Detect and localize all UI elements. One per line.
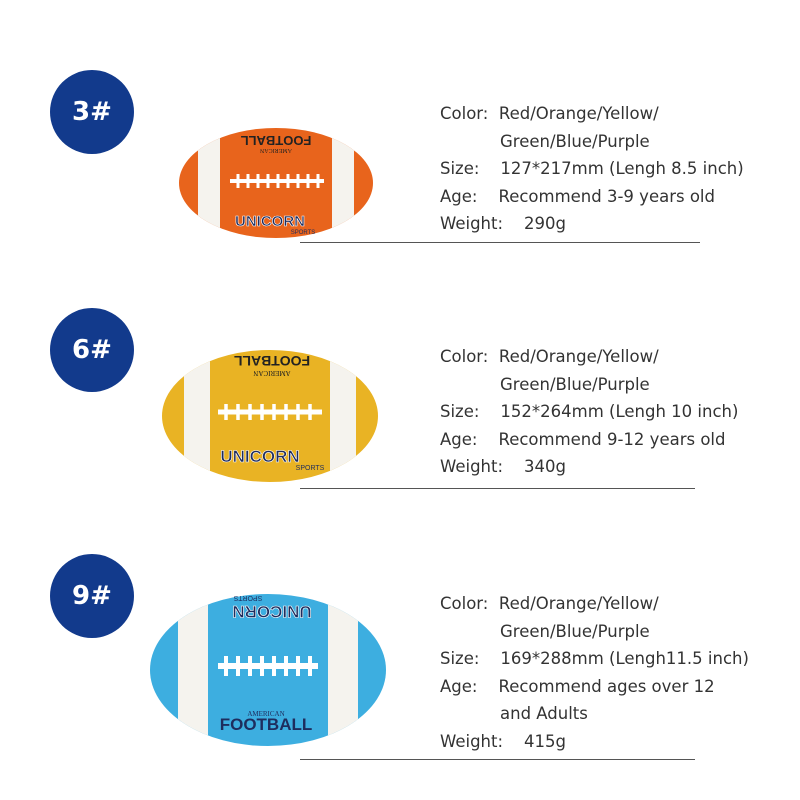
spec-block: Color: Red/Orange/Yellow/ Green/Blue/Pur… [440,590,749,755]
color-line: Color: Red/Orange/Yellow/ [440,343,738,371]
ball-logo: UNICORN [220,447,299,466]
football-image: UNICORN SPORTS FOOTBALL AMERICAN [150,594,386,746]
divider-line [300,242,700,243]
divider-line [300,759,695,760]
age-value: Recommend ages over 12 [498,676,715,696]
divider-line [300,488,695,489]
size-badge: 9# [50,554,134,638]
color-line-2: Green/Blue/Purple [500,621,650,641]
ball-top-text: FOOTBALL [241,133,312,148]
size-value: 169*288mm (Lengh11.5 inch) [500,649,749,668]
product-row-6: 6# FOOTBALL AMERICAN UNICORN SPORTS Colo… [0,246,800,506]
ball-laces [218,656,318,676]
age-line-2: and Adults [500,704,588,723]
size-badge: 6# [50,308,134,392]
size-label: Size: [440,649,480,668]
age-label: Age: [440,676,478,696]
weight-line: Weight: 290g [440,210,744,238]
product-row-9: 9# UNICORN SPORTS FOOTBALL AMERICAN Colo… [0,494,800,760]
ball-top-text: UNICORN [232,602,311,621]
ball-logo-sub: AMERICAN [247,710,284,718]
color-label: Color: [440,347,489,366]
ball-stripe [198,128,220,238]
age-value: Recommend 9-12 years old [498,429,726,449]
size-badge: 3# [50,70,134,154]
color-value: Red/Orange/Yellow/ [498,347,659,366]
weight-label: Weight: [440,457,504,476]
size-line: Size: 127*217mm (Lengh 8.5 inch) [440,155,744,183]
ball-laces [230,174,324,188]
size-line: Size: 169*288mm (Lengh11.5 inch) [440,645,749,673]
product-row-3: 3# FOOTBALL AMERICAN UNICORN SPORTS Colo… [0,0,800,260]
age-value: Recommend 3-9 years old [498,186,715,206]
color-line-2: Green/Blue/Purple [500,374,650,394]
ball-body [162,350,378,482]
age-line: Age: Recommend 9-12 years old [440,426,738,454]
ball-sub-text: SPORTS [233,594,262,601]
color-label: Color: [440,104,489,123]
ball-top-text: FOOTBALL [233,353,310,369]
weight-value: 340g [524,457,566,476]
ball-logo: UNICORN [235,213,305,230]
color-value: Red/Orange/Yellow/ [498,104,659,123]
ball-stripe [330,350,356,482]
color-line-2: Green/Blue/Purple [500,131,650,151]
age-line: Age: Recommend ages over 12 [440,673,749,701]
size-value: 127*217mm (Lengh 8.5 inch) [500,159,744,178]
color-label: Color: [440,594,489,613]
ball-stripe [178,594,208,746]
size-label: Size: [440,402,480,421]
football-image: FOOTBALL AMERICAN UNICORN SPORTS [162,350,378,482]
weight-value: 290g [524,214,566,233]
color-line: Color: Red/Orange/Yellow/ [440,100,744,128]
football-image: FOOTBALL AMERICAN UNICORN SPORTS [179,128,373,238]
ball-stripe [328,594,358,746]
age-line: Age: Recommend 3-9 years old [440,183,744,211]
ball-stripe [332,128,354,238]
weight-value: 415g [524,731,566,751]
spec-block: Color: Red/Orange/Yellow/ Green/Blue/Pur… [440,343,738,481]
ball-laces [218,404,322,420]
size-value: 152*264mm (Lengh 10 inch) [500,402,739,421]
size-label: Size: [440,159,480,178]
age-label: Age: [440,429,478,449]
weight-line: Weight: 415g [440,728,749,756]
weight-line: Weight: 340g [440,453,738,481]
size-line: Size: 152*264mm (Lengh 10 inch) [440,398,738,426]
ball-logo-sub: SPORTS [296,465,325,472]
color-line: Color: Red/Orange/Yellow/ [440,590,749,618]
ball-logo: FOOTBALL [220,715,313,734]
age-label: Age: [440,186,478,206]
color-value: Red/Orange/Yellow/ [498,594,659,613]
ball-sub-text: AMERICAN [253,369,290,377]
ball-sub-text: AMERICAN [259,147,292,153]
weight-label: Weight: [440,214,504,233]
ball-body [150,594,386,746]
ball-logo-sub: SPORTS [291,230,316,236]
spec-block: Color: Red/Orange/Yellow/ Green/Blue/Pur… [440,100,744,238]
ball-stripe [184,350,210,482]
weight-label: Weight: [440,731,504,751]
